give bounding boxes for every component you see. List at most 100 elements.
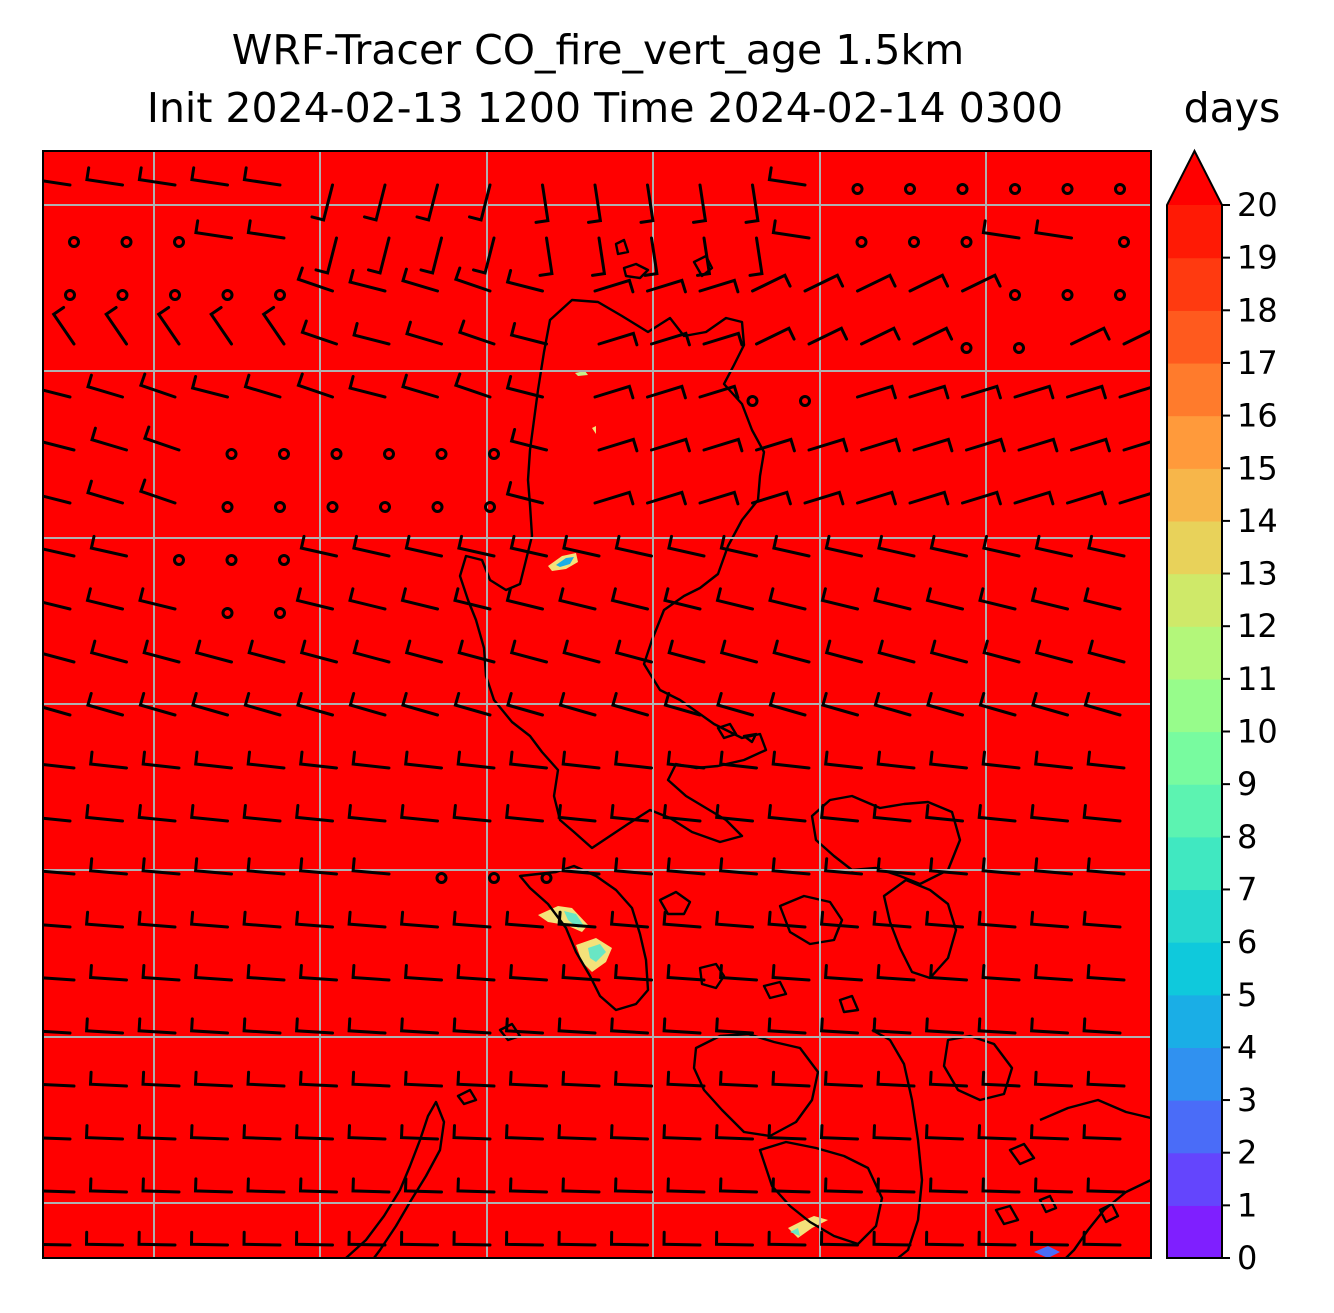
wind-barb [403, 1070, 443, 1088]
wind-barb [771, 219, 811, 240]
colorbar-band [1167, 678, 1222, 733]
wind-barb [593, 384, 635, 400]
colorbar-tick-label: 7 [1237, 870, 1257, 908]
wind-barb [419, 236, 443, 275]
wind-barb [457, 639, 496, 664]
wind-barb [505, 587, 544, 611]
wind-barb [1083, 587, 1122, 611]
wind-barb [242, 804, 282, 823]
colorbar-band [1167, 731, 1222, 785]
wind-barb [456, 750, 496, 770]
wind-barb [242, 1230, 282, 1247]
colorbar-band [1167, 626, 1222, 680]
wind-barb [314, 236, 338, 275]
wind-barb [84, 910, 124, 929]
wind-barb [977, 804, 1017, 823]
colorbar-tick-label: 20 [1237, 186, 1278, 224]
wind-barb-calm [379, 501, 391, 513]
wind-barb-calm [956, 183, 969, 195]
wind-barb [820, 587, 859, 611]
wind-barb [981, 750, 1021, 770]
wind-barb [246, 1177, 286, 1194]
tracer-patch [556, 557, 574, 567]
wind-barb [928, 1070, 968, 1088]
wind-barb [912, 326, 954, 346]
wind-barb [872, 1017, 912, 1035]
wind-barb [351, 964, 391, 982]
wind-barb [714, 1124, 754, 1141]
coastline-samar [810, 794, 962, 886]
wind-barb [609, 910, 649, 929]
wind-barb-calm [1118, 236, 1130, 248]
wind-barb [86, 373, 124, 399]
colorbar-band [1167, 310, 1222, 364]
wind-barb [43, 705, 72, 717]
colorbar-tick-label: 1 [1237, 1186, 1257, 1224]
wind-barb [614, 750, 653, 770]
wind-barb [415, 183, 439, 222]
wind-barb [929, 534, 968, 558]
wind-barb [928, 857, 968, 876]
wind-barb [452, 910, 492, 929]
wind-barb [400, 587, 439, 611]
wind-barb [961, 384, 1002, 400]
wind-barb [43, 1029, 72, 1035]
wind-barb [646, 490, 687, 506]
wind-barb [193, 1070, 233, 1088]
wind-barb [872, 1124, 912, 1141]
wind-barb [876, 1070, 916, 1088]
wind-barb-calm [221, 607, 234, 619]
wind-barb [744, 183, 760, 224]
wind-barb [646, 278, 687, 294]
colorbar-band [1167, 205, 1222, 259]
wind-barb [819, 1124, 859, 1141]
wind-barb [141, 1177, 181, 1194]
wind-barb [403, 1177, 443, 1194]
wind-barb [807, 437, 849, 453]
coastline-mindanao [1039, 1098, 1151, 1258]
wind-barb [1070, 437, 1111, 453]
wind-barb [190, 375, 229, 399]
wind-barb [751, 490, 792, 506]
wind-barb [89, 639, 128, 664]
wind-barb-calm [540, 872, 553, 884]
wind-barb [646, 384, 687, 400]
wind-barb [401, 692, 439, 717]
colorbar-band [1167, 994, 1222, 1048]
wind-barb [534, 183, 550, 224]
wind-barb [508, 1070, 548, 1088]
wind-barb [1082, 1124, 1122, 1141]
wind-barb [452, 1017, 492, 1035]
wind-barb [1118, 385, 1151, 399]
wind-barb [925, 1017, 964, 1035]
wind-barb [1066, 384, 1107, 400]
wind-barb [650, 437, 691, 453]
wind-barb [88, 1177, 128, 1194]
wind-barb [702, 331, 744, 347]
wind-barb [714, 1230, 754, 1247]
wind-barb [771, 1070, 811, 1088]
wind-barb [352, 322, 391, 346]
colorbar-band [1167, 1205, 1222, 1259]
wind-barb [767, 804, 807, 823]
wind-barb-calm [435, 872, 448, 884]
colorbar-units-label: days [1183, 84, 1281, 132]
wind-barb [767, 1230, 807, 1247]
wind-barb [929, 964, 968, 982]
wind-barb-calm [120, 236, 133, 248]
wind-barb [86, 479, 124, 505]
wind-barb [1070, 326, 1111, 346]
wind-barb [299, 964, 338, 982]
wind-barb-calm [173, 554, 185, 566]
wind-barb [1034, 639, 1073, 664]
wind-barb [246, 750, 286, 770]
wind-barb [981, 1177, 1021, 1194]
colorbar-band [1167, 784, 1222, 838]
wind-barb [104, 306, 128, 346]
colorbar-tick-label: 3 [1237, 1081, 1257, 1119]
wind-barb-calm [64, 289, 76, 301]
wind-barb [505, 375, 544, 399]
map-gridlines [43, 151, 1151, 1258]
wind-barb [1086, 1070, 1126, 1088]
colorbar-tick-label: 10 [1237, 713, 1278, 751]
